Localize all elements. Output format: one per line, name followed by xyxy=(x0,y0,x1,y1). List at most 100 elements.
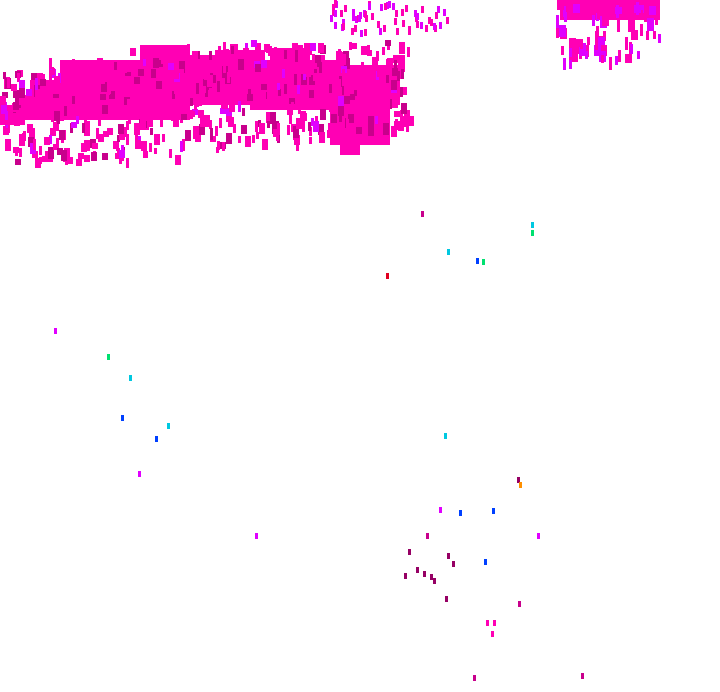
echo-pixel xyxy=(376,51,379,61)
echo-pixel xyxy=(98,117,101,126)
echo-pixel xyxy=(238,59,244,70)
echo-pixel xyxy=(386,65,392,75)
echo-pixel xyxy=(150,128,153,135)
echo-pixel xyxy=(335,79,341,89)
isolated-pixel xyxy=(423,571,426,577)
echo-pixel xyxy=(161,91,167,98)
echo-pixel xyxy=(121,145,124,151)
echo-pixel xyxy=(344,84,350,96)
isolated-pixel xyxy=(493,620,496,626)
echo-pixel xyxy=(364,29,367,36)
echo-pixel xyxy=(332,4,335,11)
echo-pixel xyxy=(222,53,228,63)
echo-cluster xyxy=(340,140,360,155)
echo-pixel xyxy=(271,70,277,81)
isolated-pixel xyxy=(430,574,433,580)
echo-pixel xyxy=(1,102,7,114)
echo-pixel xyxy=(14,114,20,126)
echo-pixel xyxy=(28,95,34,103)
echo-pixel xyxy=(147,113,150,123)
isolated-pixel xyxy=(439,507,442,513)
echo-pixel xyxy=(226,133,232,144)
echo-pixel xyxy=(181,114,187,120)
echo-pixel xyxy=(59,105,62,113)
echo-pixel xyxy=(165,111,168,120)
echo-pixel xyxy=(387,58,393,69)
echo-pixel xyxy=(352,14,355,21)
echo-pixel xyxy=(237,91,240,97)
echo-pixel xyxy=(110,66,113,77)
echo-pixel xyxy=(372,57,378,68)
echo-pixel xyxy=(414,10,417,17)
echo-pixel xyxy=(44,90,47,97)
echo-pixel xyxy=(443,9,446,16)
echo-pixel xyxy=(360,110,366,120)
echo-pixel xyxy=(59,130,65,140)
echo-pixel xyxy=(27,113,33,120)
echo-pixel xyxy=(404,110,410,122)
echo-pixel xyxy=(351,100,357,111)
echo-pixel xyxy=(318,43,324,53)
echo-pixel xyxy=(332,9,335,16)
echo-pixel xyxy=(400,59,403,66)
echo-pixel xyxy=(646,31,649,40)
echo-pixel xyxy=(154,134,160,145)
echo-pixel xyxy=(84,140,90,151)
echo-pixel xyxy=(162,74,165,82)
echo-pixel xyxy=(391,126,397,137)
echo-pixel xyxy=(301,113,307,121)
echo-pixel xyxy=(29,128,35,139)
echo-pixel xyxy=(595,31,598,40)
echo-pixel xyxy=(407,47,410,57)
echo-pixel xyxy=(282,69,285,78)
echo-pixel xyxy=(151,76,157,84)
echo-pixel xyxy=(102,153,108,160)
echo-pixel xyxy=(391,80,397,90)
echo-pixel xyxy=(3,126,6,133)
echo-pixel xyxy=(284,50,287,59)
echo-pixel xyxy=(630,44,633,54)
echo-pixel xyxy=(636,10,643,20)
echo-pixel xyxy=(173,72,179,79)
echo-pixel xyxy=(615,56,618,65)
echo-pixel xyxy=(67,157,73,164)
isolated-pixel xyxy=(138,471,141,477)
echo-pixel xyxy=(298,103,301,114)
echo-pixel xyxy=(81,68,87,75)
echo-pixel xyxy=(394,60,397,71)
echo-pixel xyxy=(13,102,19,110)
echo-pixel xyxy=(222,142,225,151)
echo-pixel xyxy=(149,143,152,152)
echo-pixel xyxy=(365,15,368,22)
echo-pixel xyxy=(92,143,98,149)
echo-pixel xyxy=(386,2,389,9)
echo-pixel xyxy=(26,89,32,96)
echo-pixel xyxy=(563,58,566,70)
isolated-pixel xyxy=(452,561,455,567)
echo-pixel xyxy=(107,89,110,95)
echo-pixel xyxy=(573,4,580,13)
echo-pixel xyxy=(344,93,350,104)
echo-pixel xyxy=(53,122,59,131)
echo-pixel xyxy=(130,48,136,56)
echo-pixel xyxy=(49,105,52,116)
isolated-pixel xyxy=(421,211,424,217)
echo-pixel xyxy=(600,45,607,56)
echo-pixel xyxy=(329,84,332,96)
echo-pixel xyxy=(367,45,370,56)
echo-pixel xyxy=(328,99,334,110)
echo-pixel xyxy=(379,28,382,35)
echo-pixel xyxy=(180,141,183,152)
echo-pixel xyxy=(305,44,308,52)
echo-pixel xyxy=(387,107,390,115)
isolated-pixel xyxy=(129,375,132,381)
echo-pixel xyxy=(193,126,199,132)
echo-pixel xyxy=(222,99,228,109)
echo-pixel xyxy=(358,15,361,22)
echo-pixel xyxy=(168,63,174,70)
echo-pixel xyxy=(336,51,342,61)
echo-pixel xyxy=(302,55,308,62)
echo-pixel xyxy=(19,148,22,157)
echo-pixel xyxy=(354,25,357,32)
isolated-pixel xyxy=(518,601,521,607)
